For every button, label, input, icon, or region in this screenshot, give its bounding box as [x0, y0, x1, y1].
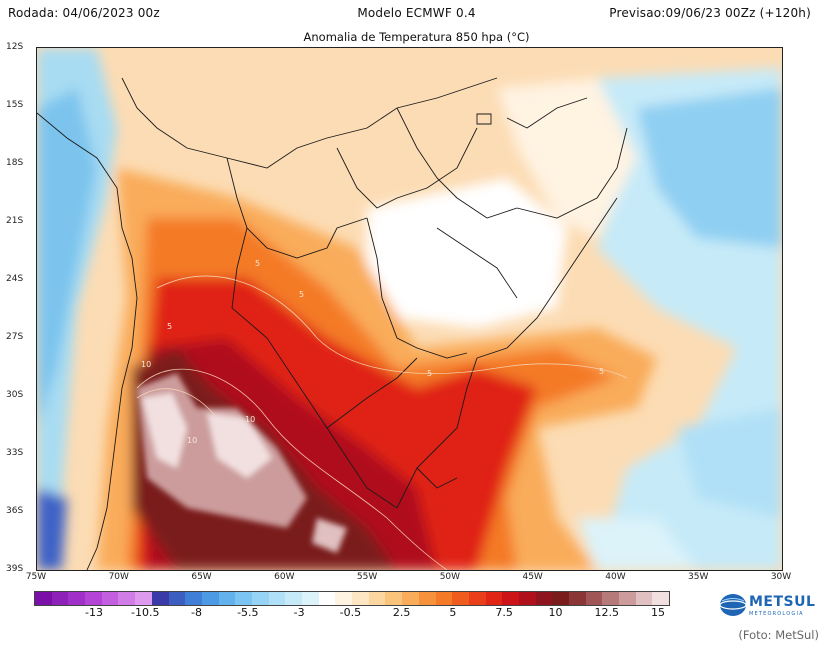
colorbar-swatch	[485, 592, 503, 605]
colorbar-tick-label: -8	[191, 606, 203, 619]
colorbar-swatch	[151, 592, 169, 605]
colorbar-swatch	[402, 592, 419, 605]
longitude-label: 45W	[522, 572, 543, 582]
colorbar-swatch	[602, 592, 620, 605]
latitude-label: 18S	[6, 158, 24, 168]
longitude-label: 40W	[605, 572, 626, 582]
colorbar-swatch	[368, 592, 386, 605]
map-subtitle: Anomalia de Temperatura 850 hpa (°C)	[303, 30, 530, 44]
colorbar-swatch	[335, 592, 353, 605]
colorbar-swatch	[318, 592, 336, 605]
colorbar-swatch	[452, 592, 469, 605]
colorbar-swatch	[652, 592, 670, 605]
colorbar-tick-label: -13	[85, 606, 103, 619]
colorbar-swatch	[251, 592, 269, 605]
colorbar-swatch	[569, 592, 586, 605]
colorbar-tick-label: -5.5	[237, 606, 259, 619]
brand-subtitle: METEOROLOGIA	[749, 611, 804, 617]
colorbar-swatch	[101, 592, 119, 605]
colorbar-tick-label: -0.5	[339, 606, 362, 619]
forecast-time-label: Previsao:09/06/23 00Zz (+120h)	[609, 6, 811, 20]
colorbar-swatch	[68, 592, 86, 605]
colorbar-labels: -13 -10.5 -8 -5.5 -3 -0.5 2.5 5 7.5 10 12.5 15	[34, 606, 668, 620]
longitude-label: 75W	[25, 572, 47, 582]
colorbar-swatch	[285, 592, 302, 605]
colorbar-tick-label: 10	[548, 606, 563, 619]
colorbar	[34, 591, 670, 606]
longitude-label: 60W	[274, 572, 295, 582]
colorbar-swatch	[502, 592, 519, 605]
extreme-core	[137, 373, 347, 553]
colorbar-swatch	[518, 592, 536, 605]
colorbar-swatch	[435, 592, 453, 605]
contour-label: 5	[255, 259, 260, 268]
contour-label: 10	[141, 360, 151, 369]
colorbar-swatch	[118, 592, 136, 605]
map-canvas: 5 5 5 5 5 10 10 10	[37, 48, 782, 570]
colorbar-swatch	[619, 592, 636, 605]
colorbar-swatch	[385, 592, 403, 605]
colorbar-swatch	[35, 592, 52, 605]
temperature-anomaly-map: 5 5 5 5 5 10 10 10	[36, 47, 783, 571]
latitude-label: 21S	[6, 216, 24, 226]
longitude-label: 50W	[439, 572, 461, 582]
colorbar-swatch	[268, 592, 286, 605]
latitude-label: 39S	[6, 564, 24, 574]
contour-label: 10	[187, 436, 197, 445]
contour-label: 5	[599, 367, 604, 376]
longitude-label: 70W	[108, 572, 129, 582]
country-borders	[37, 77, 628, 570]
metsul-logo: METSUL METEOROLOGIA	[718, 592, 818, 620]
latitude-label: 30S	[6, 390, 24, 400]
contour-label: 10	[245, 415, 255, 424]
contour-label: 5	[427, 369, 432, 378]
colorbar-swatch	[135, 592, 152, 605]
colorbar-swatch	[418, 592, 436, 605]
globe-icon	[719, 594, 747, 616]
model-name-label: Modelo ECMWF 0.4	[357, 6, 476, 20]
contour-label: 5	[299, 290, 304, 299]
colorbar-swatch	[185, 592, 202, 605]
latitude-label: 15S	[6, 100, 24, 110]
contour-label: 5	[167, 322, 172, 331]
brand-name: METSUL	[749, 594, 816, 610]
colorbar-swatch	[51, 592, 69, 605]
colorbar-swatch	[535, 592, 553, 605]
colorbar-swatch	[85, 592, 102, 605]
colorbar-tick-label: 12.5	[594, 606, 619, 619]
colorbar-swatch	[302, 592, 319, 605]
latitude-label: 24S	[6, 274, 24, 284]
longitude-label: 35W	[688, 572, 709, 582]
colorbar-swatch	[352, 592, 369, 605]
run-date-label: Rodada: 04/06/2023 00z	[8, 6, 160, 20]
longitude-label: 55W	[356, 572, 378, 582]
colorbar-swatch	[468, 592, 486, 605]
contour-lines	[136, 275, 628, 570]
colorbar-swatch	[585, 592, 603, 605]
photo-credit: (Foto: MetSul)	[738, 628, 819, 642]
colorbar-tick-label: 7.5	[495, 606, 513, 619]
colorbar-swatch	[201, 592, 219, 605]
longitude-label: 30W	[770, 572, 792, 582]
latitude-label: 36S	[6, 506, 24, 516]
latitude-label: 33S	[6, 448, 24, 458]
anomaly-field	[37, 48, 782, 570]
contour-label-group: 5 5 5 5 5 10 10 10	[141, 259, 604, 445]
latitude-label: 12S	[6, 42, 24, 52]
colorbar-swatch	[218, 592, 236, 605]
colorbar-tick-label: 5	[449, 606, 457, 619]
colorbar-swatch	[552, 592, 569, 605]
latitude-label: 27S	[6, 332, 24, 342]
colorbar-tick-label: 2.5	[392, 606, 411, 619]
longitude-label: 65W	[191, 572, 212, 582]
colorbar-swatch	[168, 592, 186, 605]
colorbar-tick-label: -10.5	[131, 606, 160, 619]
colorbar-swatch	[235, 592, 252, 605]
colorbar-tick-label: 15	[651, 606, 665, 619]
colorbar-tick-label: -3	[293, 606, 305, 619]
colorbar-swatch	[635, 592, 653, 605]
